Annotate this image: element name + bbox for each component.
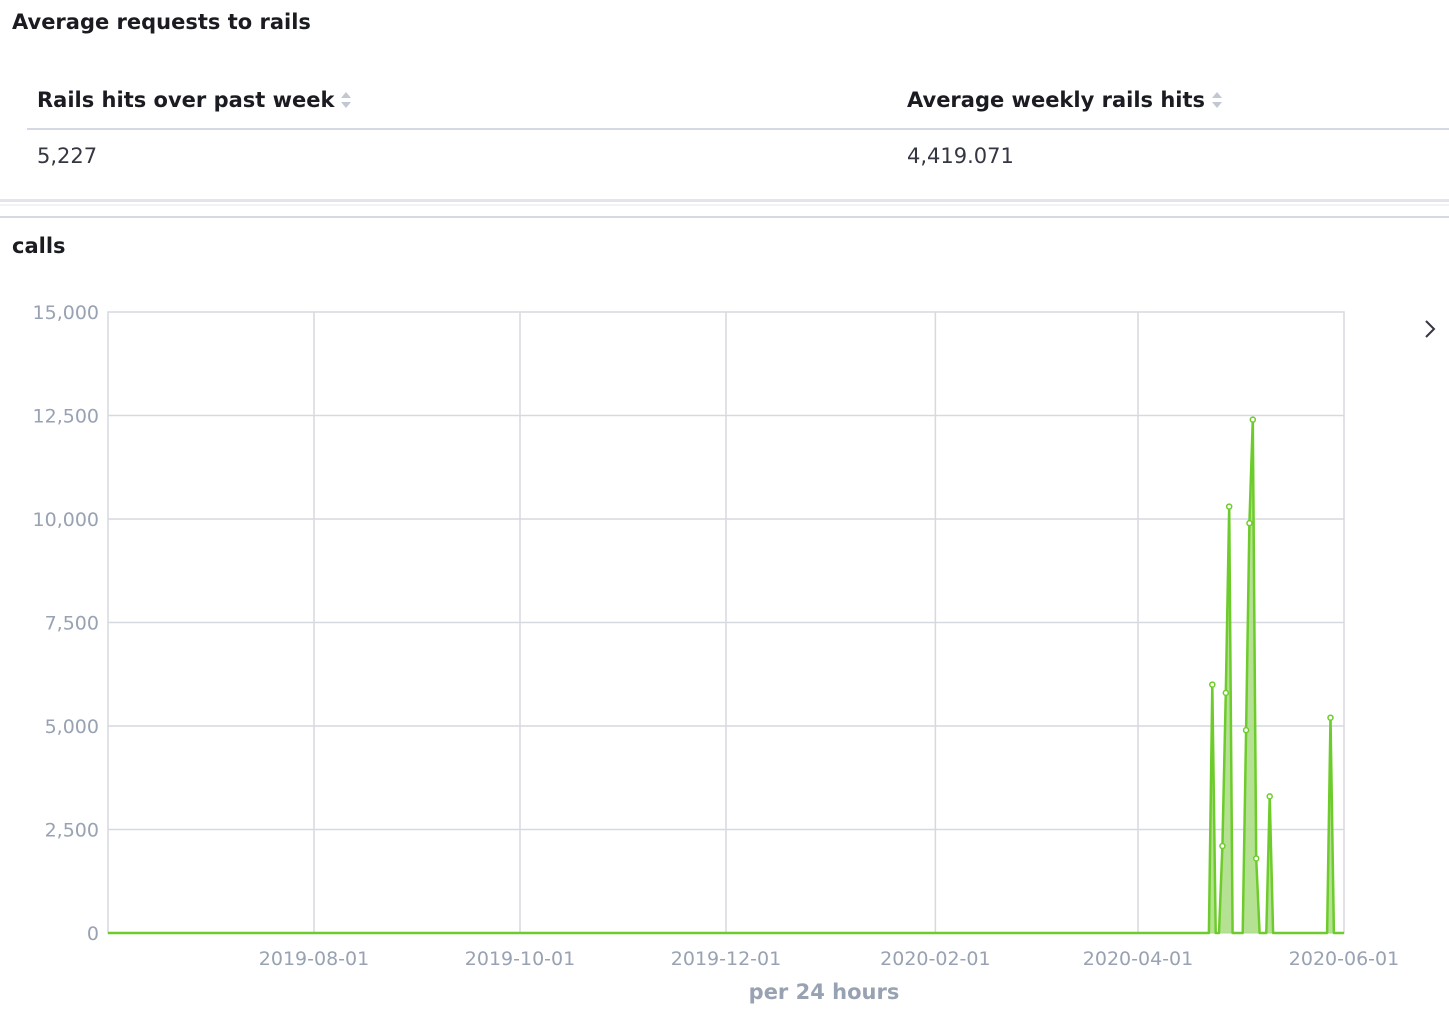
y-tick-label: 5,000: [45, 716, 99, 738]
x-tick-label: 2019-12-01: [671, 948, 781, 970]
data-point: [1242, 726, 1250, 734]
x-tick-label: 2020-04-01: [1083, 948, 1193, 970]
column-header-label: Rails hits over past week: [37, 88, 335, 112]
table-header-divider: [27, 128, 1449, 130]
y-tick-label: 7,500: [45, 613, 99, 635]
data-point: [1266, 793, 1273, 800]
grid-lines: [107, 311, 1345, 934]
y-axis-ticks: 0 2,500 5,000 7,500 10,000 12,500 15,000: [33, 302, 99, 945]
data-point: [1327, 714, 1334, 721]
panel-divider: [0, 216, 1449, 218]
data-point: [1209, 681, 1216, 688]
data-point: [1246, 519, 1253, 527]
x-tick-label: 2020-06-01: [1289, 948, 1399, 970]
panel-divider-shadow: [0, 204, 1449, 206]
chart-panel-title: calls: [12, 234, 66, 258]
chevron-right-icon: [1423, 318, 1437, 344]
data-point: [1225, 503, 1233, 510]
x-axis-ticks: 2019-08-01 2019-10-01 2019-12-01 2020-02-01…: [259, 948, 1399, 970]
series-layer: [108, 416, 1344, 935]
data-point: [1252, 855, 1260, 862]
column-header-average-weekly[interactable]: Average weekly rails hits: [907, 88, 1223, 112]
x-tick-label: 2019-08-01: [259, 948, 369, 970]
column-header-rails-hits[interactable]: Rails hits over past week: [37, 88, 352, 112]
cell-rails-hits-value: 5,227: [37, 144, 98, 168]
sort-icon[interactable]: [340, 91, 352, 109]
panel-divider: [0, 199, 1449, 202]
cell-average-weekly-value: 4,419.071: [907, 144, 1014, 168]
column-header-label: Average weekly rails hits: [907, 88, 1206, 112]
data-point: [1222, 689, 1230, 697]
legend-toggle-button[interactable]: [1416, 314, 1444, 348]
data-point: [1219, 842, 1226, 850]
data-point: [1249, 416, 1257, 423]
calls-chart: 0 2,500 5,000 7,500 10,000 12,500 15,000 2019-…: [33, 302, 1400, 1004]
y-tick-label: 2,500: [45, 820, 99, 842]
y-tick-label: 10,000: [33, 509, 99, 531]
x-axis-title: per 24 hours: [749, 980, 900, 1004]
x-tick-label: 2019-10-01: [465, 948, 575, 970]
sort-icon[interactable]: [1211, 91, 1223, 109]
y-tick-label: 15,000: [33, 302, 99, 324]
metric-panel-title: Average requests to rails: [12, 10, 311, 34]
y-tick-label: 0: [87, 923, 99, 945]
x-tick-label: 2020-02-01: [880, 948, 990, 970]
y-tick-label: 12,500: [33, 406, 99, 428]
